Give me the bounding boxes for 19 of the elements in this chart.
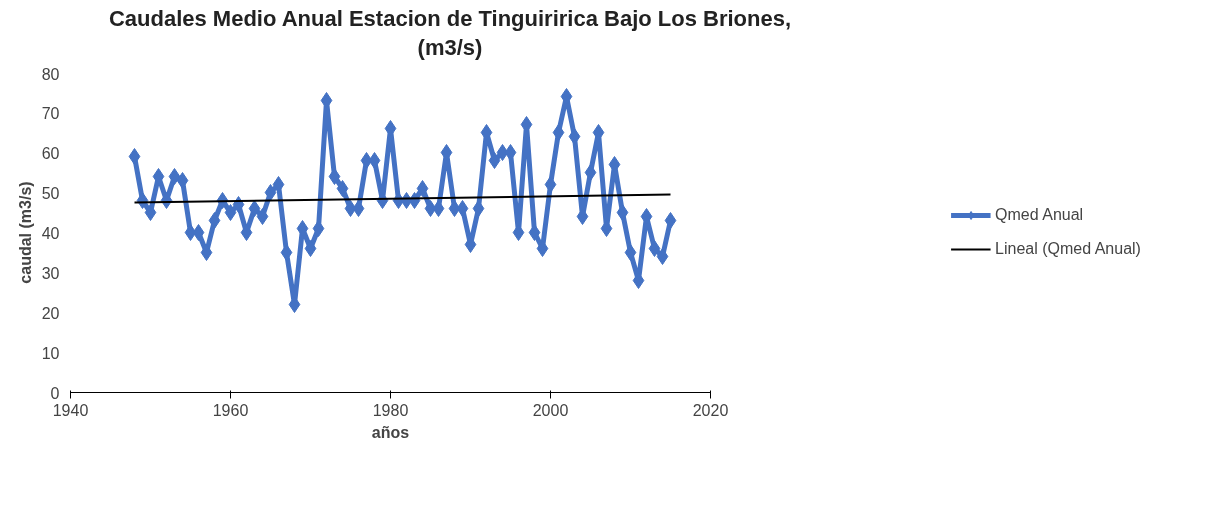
y-tick-label: 60: [41, 144, 60, 162]
x-tick-label: 2000: [532, 401, 569, 419]
legend-label: Lineal (Qmed Anual): [995, 240, 1141, 259]
x-axis-title: años: [371, 423, 410, 441]
y-tick-label: 80: [41, 65, 60, 83]
y-tick-label: 70: [41, 104, 60, 122]
x-tick-label: 1960: [212, 401, 249, 419]
y-tick-label: 50: [41, 184, 60, 202]
x-tick-label: 2020: [692, 401, 729, 419]
y-tick-label: 10: [41, 344, 60, 362]
y-tick-label: 20: [41, 304, 60, 322]
chart-title: Caudales Medio Anual Estacion de Tinguiririca Bajo Los Briones, (m3/s): [108, 5, 792, 62]
y-tick-label: 30: [41, 264, 60, 282]
legend-label: Qmed Anual: [995, 206, 1084, 225]
x-tick-label: 1980: [372, 401, 409, 419]
x-tick-label: 1940: [52, 401, 89, 419]
y-tick-label: 40: [41, 224, 60, 242]
y-tick-label: 0: [50, 384, 60, 402]
y-axis-title: caudal (m3/s): [16, 181, 34, 284]
